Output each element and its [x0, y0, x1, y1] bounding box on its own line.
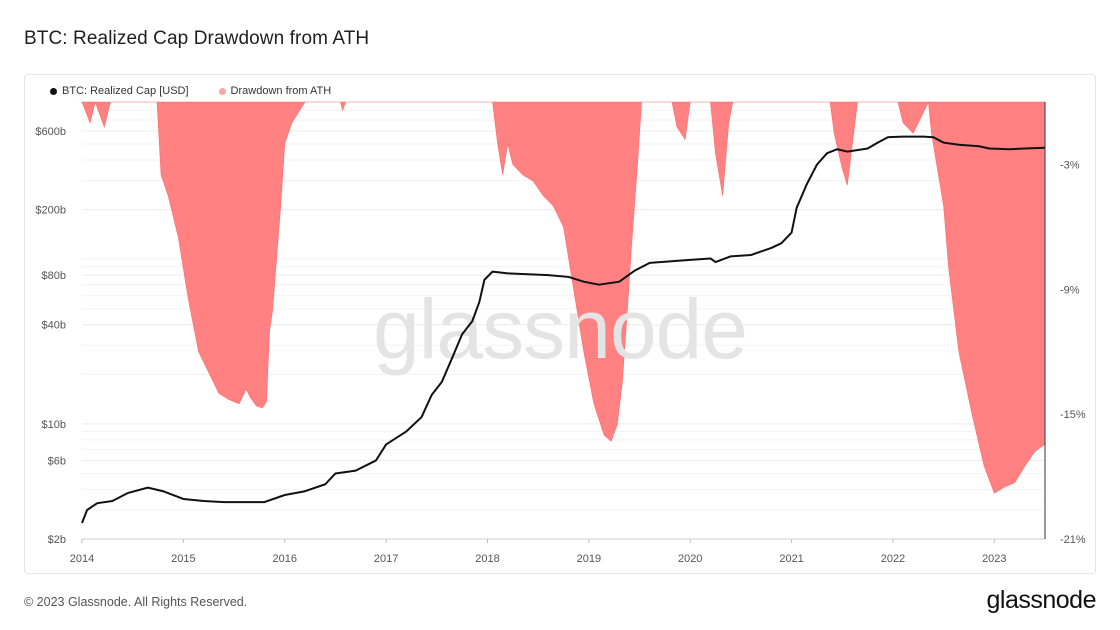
legend-item-realized-cap[interactable]: BTC: Realized Cap [USD]: [50, 85, 189, 97]
realized-cap-line-layer: [81, 135, 1046, 524]
y-left-tick-label: $10b: [42, 419, 66, 431]
axis-layer: $600b $200b $80b $40b $10b $6b $2b -3% -9% -15% -2…: [35, 102, 1086, 565]
y-left-tick-label: $6b: [48, 455, 66, 467]
y-left-tick-label: $80b: [42, 270, 66, 282]
x-tick-label: 2017: [374, 553, 398, 565]
x-tick-label: 2018: [475, 553, 499, 565]
y-right-tick-label: -21%: [1060, 534, 1086, 546]
chart-legend: BTC: Realized Cap [USD] Drawdown from AT…: [50, 85, 361, 97]
y-right-tick-label: -9%: [1060, 284, 1080, 296]
y-left-tick-label: $2b: [48, 534, 66, 546]
copyright-footer: © 2023 Glassnode. All Rights Reserved.: [24, 595, 248, 609]
y-right-tick-label: -15%: [1060, 409, 1086, 421]
legend-item-drawdown[interactable]: Drawdown from ATH: [218, 85, 332, 97]
x-tick-label: 2016: [272, 553, 296, 565]
x-tick-label: 2022: [881, 553, 905, 565]
legend-swatch-drawdown: [218, 87, 226, 95]
y-left-tick-label: $40b: [42, 320, 66, 332]
legend-label-realized-cap: BTC: Realized Cap [USD]: [62, 85, 189, 97]
drawdown-area: [81, 100, 1046, 494]
x-tick-label: 2023: [982, 553, 1006, 565]
x-tick-label: 2020: [678, 553, 702, 565]
x-tick-label: 2021: [779, 553, 803, 565]
y-right-tick-label: -3%: [1060, 159, 1080, 171]
watermark: glassnode: [373, 282, 747, 376]
brand-logo: glassnode: [986, 586, 1097, 614]
x-tick-label: 2014: [70, 553, 94, 565]
y-left-tick-label: $200b: [35, 205, 66, 217]
legend-label-drawdown: Drawdown from ATH: [230, 85, 332, 97]
legend-swatch-realized-cap: [50, 87, 57, 95]
chart-title: BTC: Realized Cap Drawdown from ATH: [24, 28, 370, 49]
drawdown-area-layer: [81, 100, 1046, 494]
y-left-tick-label: $600b: [35, 126, 66, 138]
x-tick-label: 2015: [171, 553, 195, 565]
realized-cap-line: [81, 135, 1046, 524]
x-tick-label: 2019: [577, 553, 601, 565]
